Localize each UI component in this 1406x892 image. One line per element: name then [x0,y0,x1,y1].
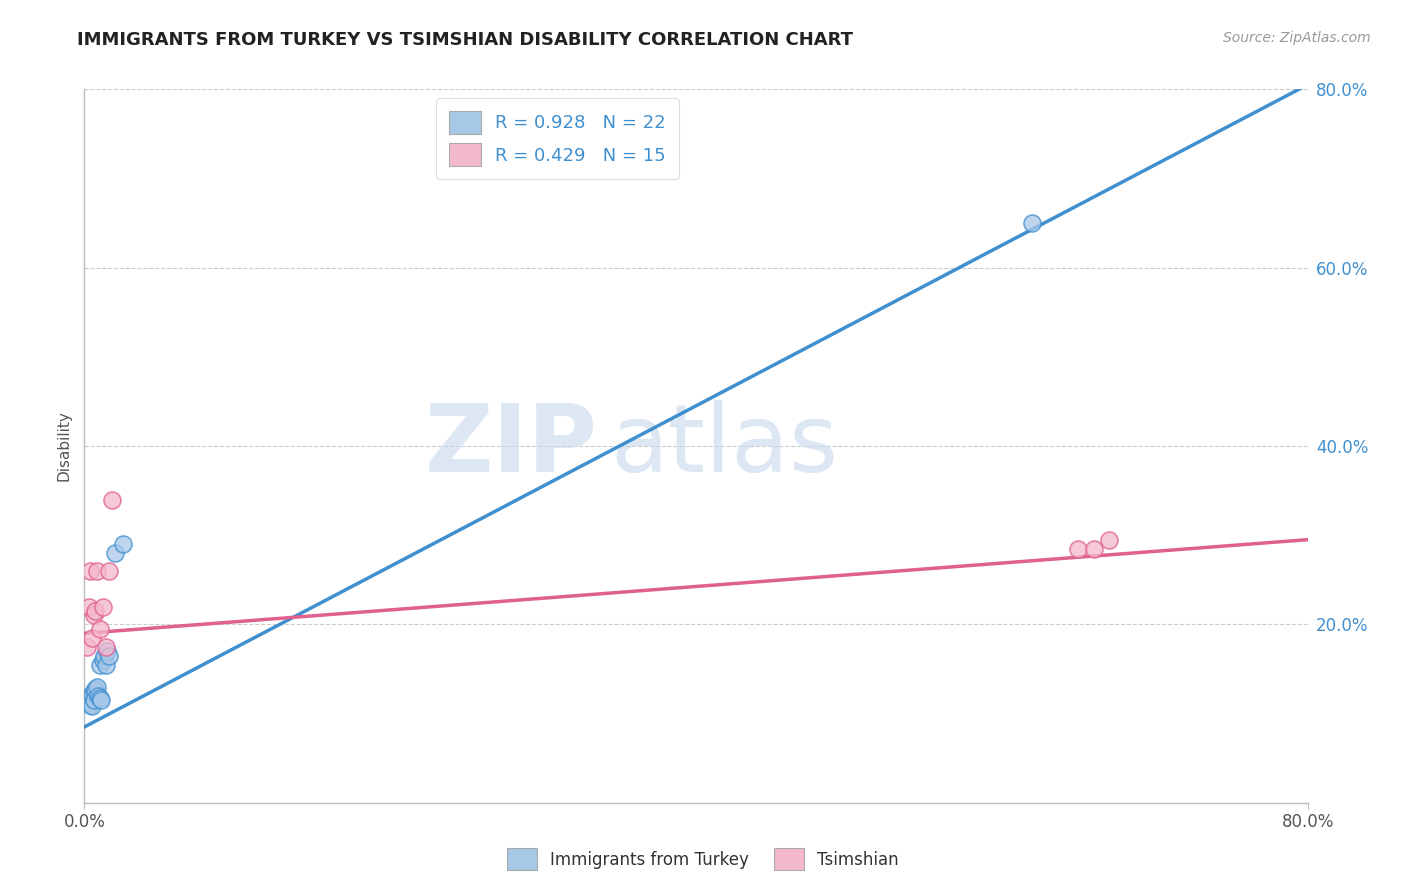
Point [1067,541,1090,556]
Point [80,687,103,701]
Point [83,684,105,698]
Point [111,537,134,551]
Point [89,690,111,705]
Point [83,608,105,623]
Point [79,698,101,712]
Point [1021,216,1043,230]
Point [89,657,111,672]
Point [77,599,100,614]
Point [1083,541,1105,556]
Point [91,599,114,614]
Point [97,564,120,578]
Point [94,657,117,672]
Point [80,699,103,714]
Point [84,604,107,618]
Point [89,622,111,636]
Point [86,564,108,578]
Point [96,644,118,658]
Point [79,690,101,705]
Point [77,696,100,710]
Point [84,681,107,696]
Legend: R = 0.928   N = 22, R = 0.429   N = 15: R = 0.928 N = 22, R = 0.429 N = 15 [436,98,679,179]
Y-axis label: Disability: Disability [56,410,72,482]
Text: IMMIGRANTS FROM TURKEY VS TSIMSHIAN DISABILITY CORRELATION CHART: IMMIGRANTS FROM TURKEY VS TSIMSHIAN DISA… [77,31,853,49]
Point [101,492,124,507]
Point [94,640,117,654]
Text: atlas: atlas [610,400,838,492]
Point [80,631,103,645]
Point [83,693,105,707]
Text: ZIP: ZIP [425,400,598,492]
Point [1098,533,1121,547]
Point [76,693,98,707]
Point [86,680,108,694]
Point [91,653,114,667]
Point [79,564,101,578]
Point [97,648,120,663]
Point [76,640,98,654]
Text: Source: ZipAtlas.com: Source: ZipAtlas.com [1223,31,1371,45]
Point [87,689,110,703]
Point [90,693,112,707]
Point [93,648,115,663]
Point [104,546,127,560]
Legend: Immigrants from Turkey, Tsimshian: Immigrants from Turkey, Tsimshian [501,842,905,877]
